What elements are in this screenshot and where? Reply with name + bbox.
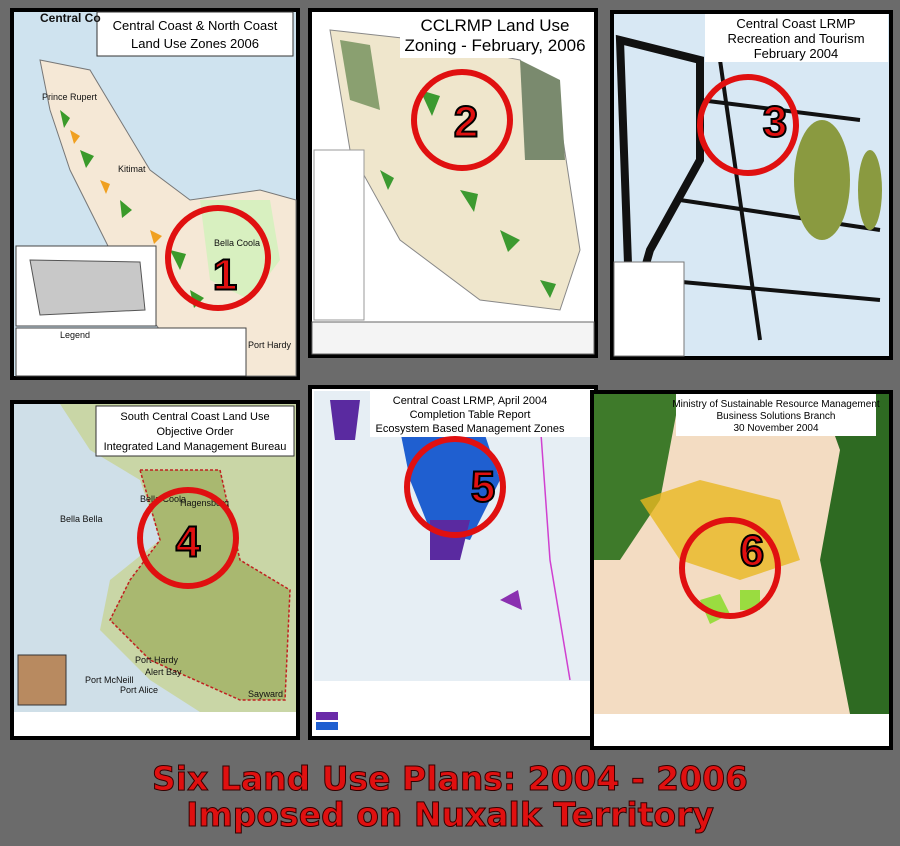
land <box>39 59 297 377</box>
map-label: Port Alice <box>120 685 158 695</box>
map-label: Hagensborg <box>180 498 229 508</box>
boundary <box>539 419 571 681</box>
title-line: Integrated Land Management Bureau <box>104 441 287 453</box>
zone <box>594 394 680 560</box>
highlight-circle <box>137 487 239 589</box>
panel-number: 5 <box>471 463 495 512</box>
title-line: February 2004 <box>754 46 839 61</box>
title-box <box>400 14 592 58</box>
zone <box>794 120 850 240</box>
title-line: Central Coast & North Coast <box>113 18 278 33</box>
zone <box>820 394 889 714</box>
zone <box>200 200 280 300</box>
zone <box>380 90 556 298</box>
panel-number: 2 <box>454 98 478 147</box>
zone <box>340 40 380 110</box>
highlight-circle <box>165 205 271 311</box>
title-box <box>370 391 590 437</box>
title-box <box>95 405 295 457</box>
zone <box>520 60 565 160</box>
legend-swatch <box>316 722 338 730</box>
title-line: 30 November 2004 <box>733 423 818 434</box>
footer-box <box>311 321 595 355</box>
map-label: Legend <box>60 330 90 340</box>
map-label: Bella Coola <box>214 238 260 248</box>
highlight-circle <box>679 517 781 619</box>
title-line: CCLRMP Land Use <box>421 16 570 35</box>
title-line: Zoning - February, 2006 <box>404 36 585 55</box>
map-panel: Central Coast LRMP Recreation and Touris… <box>610 10 893 360</box>
zone <box>70 130 162 244</box>
footer-box <box>14 712 296 736</box>
title-line: Recreation and Tourism <box>727 31 864 46</box>
highlight-circle <box>404 436 506 538</box>
map-label: Sayward <box>248 689 283 699</box>
map-label: Port Hardy <box>248 340 292 350</box>
map-panel: CCLRMP Land Use Zoning - February, 2006 … <box>308 8 598 358</box>
inset-land <box>29 259 146 316</box>
panel-number: 4 <box>176 518 201 567</box>
map-label: Bella Bella <box>60 514 103 524</box>
title-line: Business Solutions Branch <box>717 411 836 422</box>
highlight-circle <box>697 74 799 176</box>
panel-number: 3 <box>763 98 787 147</box>
panel-number: 1 <box>213 251 237 300</box>
title-line: Completion Table Report <box>410 409 531 421</box>
map-label: Kitimat <box>118 164 146 174</box>
map-panel: South Central Coast Land Use Objective O… <box>10 400 300 740</box>
title-box <box>705 14 888 62</box>
title-line: Ministry of Sustainable Resource Managem… <box>672 399 880 410</box>
map-label: Central Co <box>40 11 101 25</box>
legend-box <box>15 327 247 377</box>
legend-swatch <box>316 712 338 720</box>
title-line: South Central Coast Land Use <box>120 411 269 423</box>
map-label: Port Hardy <box>135 655 179 665</box>
zone <box>500 590 522 610</box>
zone <box>330 400 470 560</box>
highlight-circle <box>411 69 513 171</box>
route <box>659 59 881 341</box>
caption-line: Six Land Use Plans: 2004 - 2006 <box>152 759 748 798</box>
title-line: Central Coast LRMP, April 2004 <box>393 395 548 407</box>
map-panel: Ministry of Sustainable Resource Managem… <box>590 390 893 750</box>
caption-line: Imposed on Nuxalk Territory <box>186 795 714 834</box>
title-line: Ecosystem Based Management Zones <box>376 423 565 435</box>
title-line: Land Use Zones 2006 <box>131 36 259 51</box>
map-panel: Central Coast & North Coast Land Use Zon… <box>10 8 300 380</box>
zone <box>640 480 800 580</box>
title-line: Central Coast LRMP <box>736 16 855 31</box>
title-line: Objective Order <box>156 426 233 438</box>
map-label: Port McNeill <box>85 675 134 685</box>
map-label: Prince Rupert <box>42 92 98 102</box>
footer-box <box>594 714 889 746</box>
panel-number: 6 <box>740 527 764 576</box>
map-label: Alert Bay <box>145 667 182 677</box>
inset-map <box>17 654 67 706</box>
title-box <box>676 394 876 436</box>
title-box <box>96 11 294 57</box>
legend-box <box>613 261 685 357</box>
zone <box>858 150 882 230</box>
map-panel: Central Coast LRMP, April 2004 Completio… <box>308 385 598 740</box>
legend-box <box>313 149 365 321</box>
